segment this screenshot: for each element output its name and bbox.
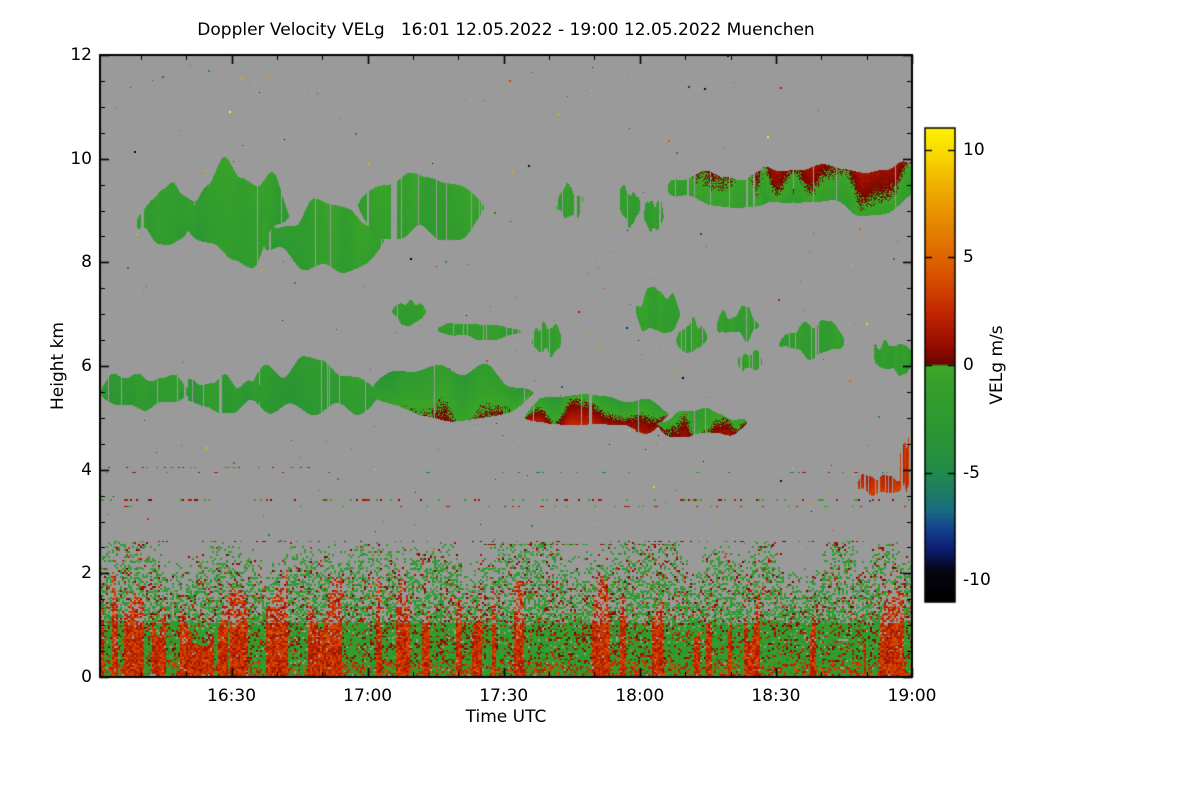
x-tick-label: 17:30 — [479, 686, 529, 706]
colorbar-tick-label: 0 — [963, 355, 974, 375]
y-tick-label: 10 — [70, 148, 92, 169]
colorbar-tick-label: 5 — [963, 247, 974, 268]
x-tick-label: 16:30 — [207, 686, 257, 706]
x-tick-label: 18:00 — [615, 686, 665, 706]
x-axis-label: Time UTC — [465, 707, 547, 727]
colorbar-label: VELg m/s — [987, 325, 1007, 405]
y-tick-label: 4 — [81, 459, 92, 480]
colorbar-tick-label: -5 — [963, 462, 980, 483]
y-tick-label: 12 — [70, 45, 92, 65]
y-tick-label: 8 — [81, 252, 92, 273]
chart-title: Doppler Velocity VELg 16:01 12.05.2022 -… — [197, 20, 815, 40]
y-tick-label: 2 — [81, 563, 92, 584]
colorbar-tick-label: -10 — [963, 570, 991, 591]
x-tick-label: 18:30 — [751, 686, 801, 706]
x-tick-label: 17:00 — [343, 686, 393, 706]
x-tick-label: 19:00 — [887, 686, 937, 706]
y-tick-label: 0 — [81, 667, 92, 687]
y-tick-label: 6 — [81, 356, 92, 376]
colorbar-tick-label: 10 — [963, 139, 985, 160]
